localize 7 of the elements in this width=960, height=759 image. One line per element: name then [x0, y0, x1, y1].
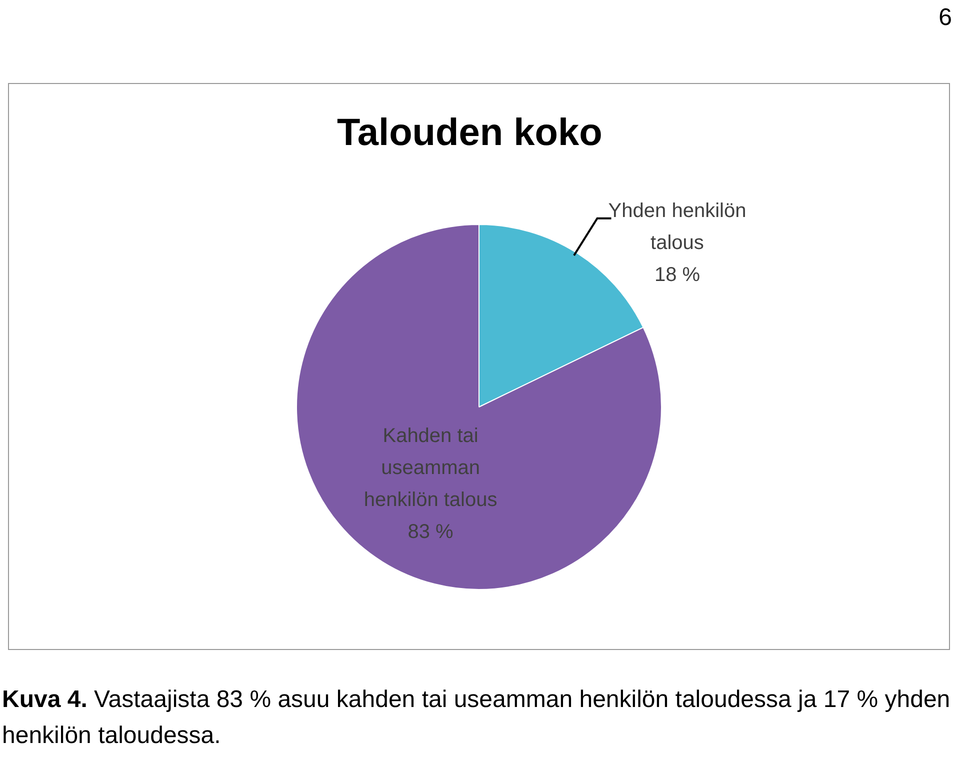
- slice-label: Yhden henkilön talous: [608, 200, 746, 254]
- data-label: 83 %: [408, 520, 454, 543]
- text: Kuva 4. Vastaajista 83 % asuu kahden tai useamman henkilön taloudessa ja 17 % yhden henkilön taloudessa.: [2, 685, 952, 751]
- slice-label: Kahden tai useamman henkilön talous: [364, 424, 498, 511]
- chart-title: Talouden koko: [337, 112, 602, 155]
- text: 6: [938, 4, 952, 32]
- data-label: 18 %: [654, 264, 700, 286]
